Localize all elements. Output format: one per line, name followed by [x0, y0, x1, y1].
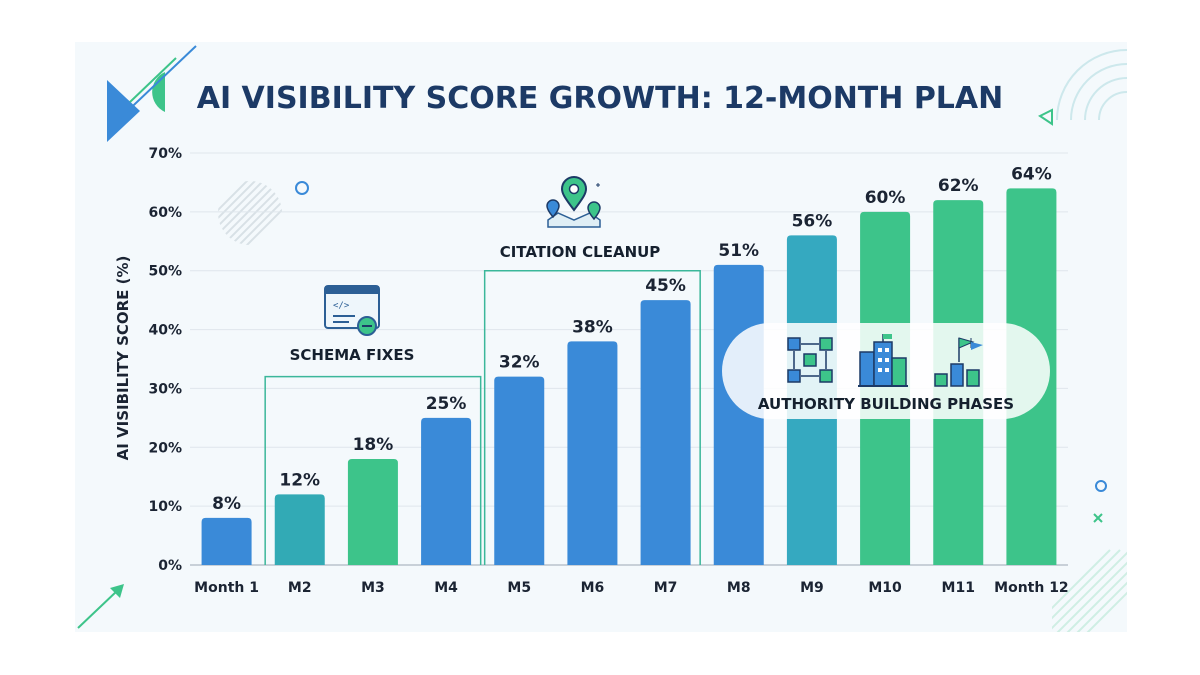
- diagonal-line-decoration: [129, 57, 177, 103]
- data-label: 60%: [865, 188, 906, 208]
- x-tick-label: M7: [654, 580, 678, 596]
- triangle-outline-decoration-icon: [1038, 108, 1053, 126]
- map-pins-icon: [546, 176, 601, 228]
- x-tick-label: M10: [868, 580, 902, 596]
- buildings-icon: [858, 334, 908, 387]
- data-label: 45%: [645, 276, 686, 296]
- data-label: 56%: [792, 211, 833, 231]
- svg-text:</>: </>: [333, 301, 350, 311]
- hatched-corner-decoration: [1052, 549, 1127, 632]
- bar-m6: [567, 341, 618, 565]
- decoration-top-right: [1056, 49, 1128, 121]
- annotation-label: CITATION CLEANUP: [500, 243, 661, 261]
- y-tick-label: 60%: [148, 205, 182, 221]
- annotation-citation-cleanup: CITATION CLEANUP: [500, 176, 661, 261]
- x-tick-label: M5: [507, 580, 531, 596]
- y-tick-label: 40%: [148, 323, 182, 339]
- triangle-decoration-icon: [107, 80, 140, 142]
- x-tick-label: Month 1: [194, 580, 259, 596]
- x-axis-ticks: Month 1 M2 M3 M4 M5 M6 M7 M8 M9 M10 M11 Month 12: [194, 580, 1069, 596]
- annotation-bracket: [264, 375, 482, 565]
- y-tick-label: 70%: [148, 146, 182, 162]
- arrow-decoration-icon: [77, 584, 124, 629]
- annotation-schema-fixes: </> SCHEMA FIXES: [290, 285, 415, 364]
- half-circle-decoration-icon: [152, 72, 165, 112]
- data-labels: 8% 12% 18% 25% 32% 38% 45% 51% 56% 60% 62% 64%: [212, 164, 1052, 514]
- data-label: 38%: [572, 317, 613, 337]
- decoration-top-left: [107, 45, 197, 142]
- y-tick-label: 50%: [148, 264, 182, 280]
- x-tick-label: M3: [361, 580, 385, 596]
- annotation-authority-building: AUTHORITY BUILDING PHASES: [722, 323, 1050, 419]
- y-tick-label: 20%: [148, 440, 182, 456]
- bar-m2: [274, 494, 325, 565]
- x-tick-label: M11: [942, 580, 975, 596]
- data-label: 51%: [718, 241, 759, 261]
- annotation-brackets: [264, 269, 701, 565]
- x-tick-label: M4: [434, 580, 458, 596]
- bar-m5: [494, 376, 545, 565]
- y-tick-label: 10%: [148, 499, 182, 515]
- arc-decoration: [1084, 77, 1128, 121]
- bar-m3: [347, 459, 398, 565]
- arc-decoration: [1098, 91, 1128, 121]
- annotation-label: AUTHORITY BUILDING PHASES: [758, 395, 1014, 413]
- x-tick-label: M2: [288, 580, 312, 596]
- bar-m4: [421, 417, 472, 565]
- x-tick-label: M6: [581, 580, 605, 596]
- gridlines: [190, 152, 1068, 566]
- y-axis-ticks: 0% 10% 20% 30% 40% 50% 60% 70%: [148, 146, 182, 574]
- diagonal-line-decoration: [117, 45, 197, 121]
- arc-decoration: [1056, 49, 1128, 121]
- arc-decoration: [1070, 63, 1128, 121]
- code-window-icon: </>: [324, 285, 380, 336]
- data-label: 32%: [499, 353, 540, 373]
- circle-decoration-icon: [1095, 480, 1107, 492]
- annotation-label: SCHEMA FIXES: [290, 346, 415, 364]
- y-axis-label: AI VISIBILITY SCORE (%): [114, 256, 132, 461]
- data-label: 64%: [1011, 164, 1052, 184]
- y-tick-label: 0%: [158, 558, 182, 574]
- flag-bars-icon: [934, 337, 983, 387]
- data-label: 8%: [212, 494, 241, 514]
- chart-title: AI VISIBILITY SCORE GROWTH: 12-MONTH PLA…: [197, 81, 1004, 116]
- circle-decoration-icon: [295, 181, 309, 195]
- data-label: 62%: [938, 176, 979, 196]
- annotation-bracket: [483, 269, 701, 565]
- data-label: 12%: [279, 470, 320, 490]
- cross-decoration-icon: [1093, 513, 1103, 523]
- x-tick-label: M9: [800, 580, 824, 596]
- y-tick-label: 30%: [148, 381, 182, 397]
- x-tick-label: Month 12: [994, 580, 1069, 596]
- bar-month-1: [201, 517, 252, 565]
- bar-m7: [640, 300, 691, 565]
- x-tick-label: M8: [727, 580, 751, 596]
- data-label: 18%: [353, 435, 394, 455]
- data-label: 25%: [426, 394, 467, 414]
- network-cubes-icon: [787, 337, 833, 383]
